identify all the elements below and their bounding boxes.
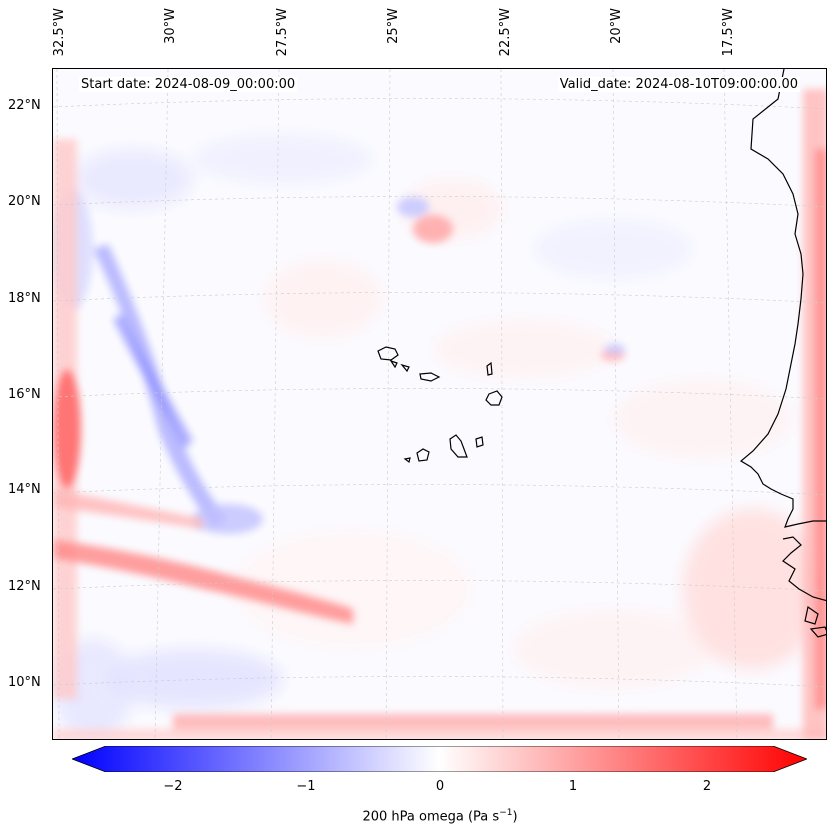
colorbar-label: 200 hPa omega (Pa s−1) bbox=[362, 808, 518, 825]
field-name: 200 hPa omega bbox=[362, 809, 464, 825]
longitude-label: 32.5°W bbox=[52, 8, 67, 57]
field-patches bbox=[53, 134, 823, 739]
longitude-label: 22.5°W bbox=[498, 8, 513, 57]
latitude-label: 20°N bbox=[8, 194, 41, 209]
latitude-label: 18°N bbox=[8, 291, 41, 306]
coastline bbox=[739, 69, 826, 638]
longitude-label: 27.5°W bbox=[275, 8, 290, 57]
colorbar-tick-label: 0 bbox=[435, 779, 445, 794]
field-units: Pa s bbox=[473, 809, 500, 825]
colorbar-tick-label: 2 bbox=[702, 779, 712, 794]
longitude-label: 25°W bbox=[386, 8, 401, 44]
colorbar-tick-label: 1 bbox=[568, 779, 578, 794]
colorbar bbox=[70, 745, 809, 773]
latitude-label: 16°N bbox=[8, 387, 41, 402]
colorbar-svg bbox=[70, 745, 809, 773]
colorbar-tick-label: −2 bbox=[163, 779, 183, 794]
latitude-label: 22°N bbox=[8, 98, 41, 113]
longitude-label: 20°W bbox=[609, 8, 624, 44]
units-exponent: −1 bbox=[499, 808, 513, 818]
valid-date-text: Valid_date: 2024-08-10T09:00:00.00 bbox=[557, 77, 800, 92]
ascent-bands bbox=[53, 89, 826, 739]
longitude-label: 17.5°W bbox=[721, 8, 736, 57]
omega-field-map bbox=[53, 69, 826, 739]
longitude-label: 30°W bbox=[163, 8, 178, 44]
latitude-label: 10°N bbox=[8, 675, 41, 690]
map-panel[interactable] bbox=[52, 68, 827, 740]
latitude-label: 12°N bbox=[8, 579, 41, 594]
start-date-text: Start date: 2024-08-09_00:00:00 bbox=[79, 77, 298, 92]
colorbar-gradient bbox=[70, 745, 809, 773]
cape-verde-islands bbox=[377, 346, 503, 464]
colorbar-tick-label: −1 bbox=[296, 779, 316, 794]
graticule bbox=[53, 69, 826, 739]
latitude-label: 14°N bbox=[8, 482, 41, 497]
